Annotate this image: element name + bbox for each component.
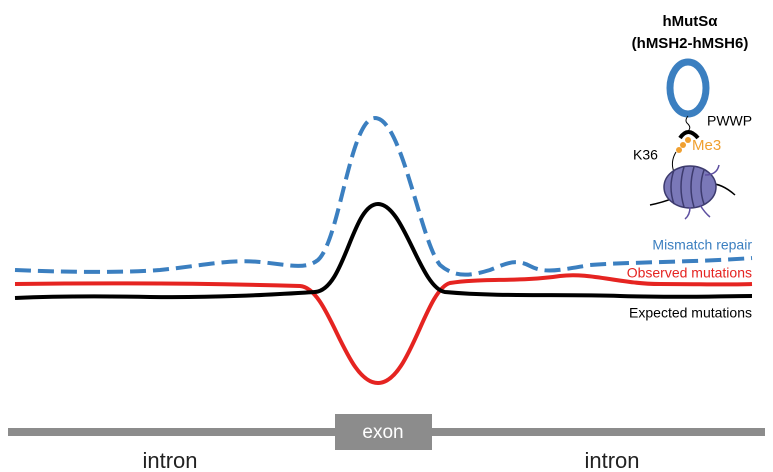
diagram: Mismatch repair Observed mutations Expec… (0, 0, 773, 472)
linker (686, 116, 690, 132)
me3-label: Me3 (692, 137, 721, 154)
protein-name: hMutSα (662, 13, 718, 30)
intron-label: intron (584, 448, 639, 472)
mutsa-ring (670, 62, 706, 114)
legend-mismatch-repair: Mismatch repair (652, 237, 752, 253)
legend-expected: Expected mutations (629, 305, 752, 321)
intron-label: intron (142, 448, 197, 472)
k36-label: K36 (633, 147, 658, 163)
exon-label: exon (362, 422, 403, 443)
legend-observed: Observed mutations (627, 265, 752, 281)
pwwp-label: PWWP (707, 113, 752, 129)
observed-mutations-curve (15, 275, 752, 383)
protein-subunits: (hMSH2-hMSH6) (632, 35, 749, 52)
methyl-groups (676, 137, 691, 153)
mismatch-repair-curve (15, 118, 752, 275)
nucleosome (650, 165, 735, 219)
